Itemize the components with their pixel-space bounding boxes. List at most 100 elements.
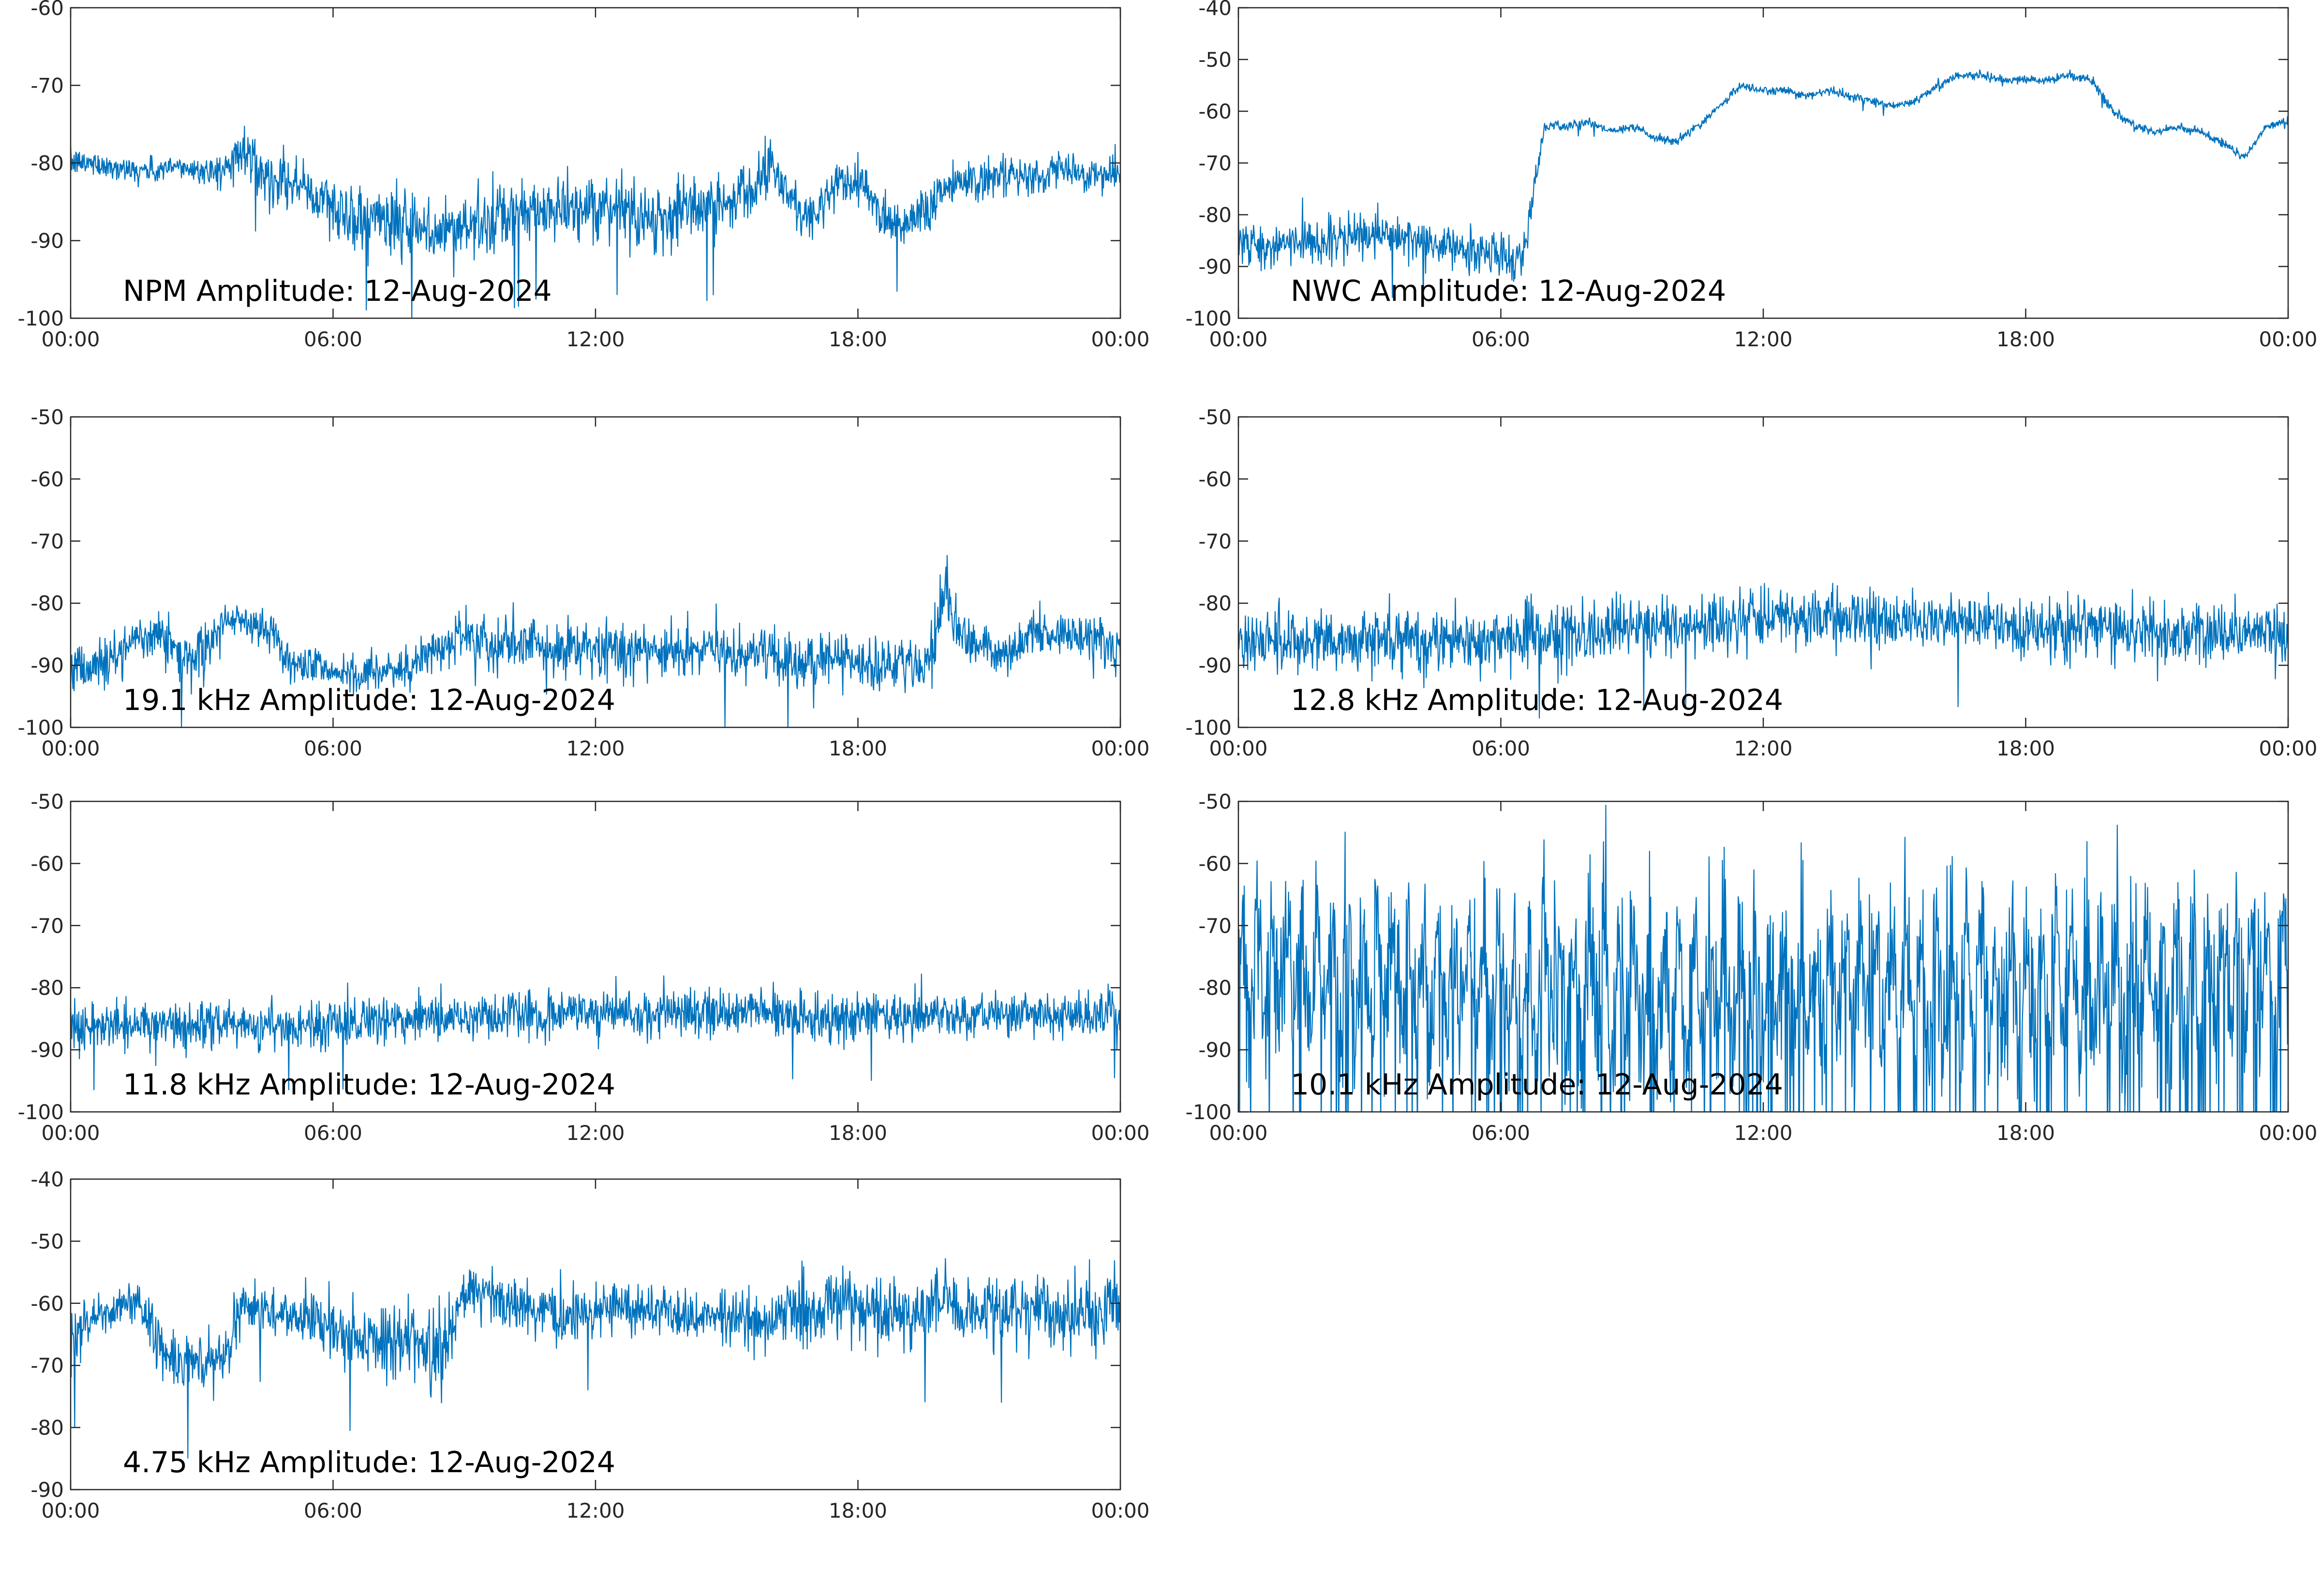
y-tick-label: -90	[1198, 654, 1232, 678]
x-tick-label: 18:00	[1996, 1121, 2055, 1145]
y-tick-label: -50	[1198, 48, 1232, 72]
amplitude-trace	[1238, 69, 2288, 305]
x-tick-label: 06:00	[1472, 737, 1530, 760]
x-tick-label: 06:00	[304, 737, 362, 760]
y-tick-label: -100	[1186, 307, 1232, 330]
y-tick-label: -80	[30, 976, 64, 1000]
x-tick-label: 06:00	[304, 327, 362, 351]
x-tick-label: 18:00	[1996, 327, 2055, 351]
x-tick-label: 06:00	[304, 1499, 362, 1522]
x-tick-label: 00:00	[1209, 327, 1267, 351]
x-tick-label: 00:00	[1091, 737, 1149, 760]
amplitude-trace	[1238, 583, 2288, 719]
y-tick-label: -90	[30, 1478, 64, 1502]
chart-panel-3: 00:00 06:00 12:00 18:00 00:00 -50 -60 -70 -80 -90…	[18, 405, 1150, 760]
y-tick-label: -80	[1198, 203, 1232, 227]
x-tick-label: 18:00	[829, 1121, 887, 1145]
y-tick-label: -70	[30, 530, 64, 553]
y-tick-label: -90	[30, 1038, 64, 1062]
amplitude-trace	[1238, 805, 2288, 1112]
y-tick-label: -50	[30, 405, 64, 429]
x-tick-label: 12:00	[1734, 1121, 1792, 1145]
x-tick-label: 18:00	[829, 1499, 887, 1522]
amplitude-trace	[71, 555, 1120, 727]
x-tick-label: 12:00	[1734, 327, 1792, 351]
amplitude-trace	[71, 1258, 1120, 1459]
y-tick-label: -80	[30, 151, 64, 175]
y-tick-label: -60	[1198, 467, 1232, 491]
x-tick-label: 18:00	[1996, 737, 2055, 760]
x-tick-label: 00:00	[1209, 737, 1267, 760]
y-tick-label: -90	[30, 229, 64, 253]
x-tick-label: 00:00	[2259, 1121, 2317, 1145]
y-tick-label: -80	[30, 591, 64, 615]
y-tick-label: -60	[1198, 852, 1232, 875]
x-tick-label: 06:00	[1472, 1121, 1530, 1145]
y-tick-label: -40	[1198, 0, 1232, 20]
x-tick-label: 06:00	[1472, 327, 1530, 351]
panel-title: NPM Amplitude: 12-Aug-2024	[123, 274, 552, 308]
y-tick-label: -100	[1186, 716, 1232, 739]
x-tick-label: 00:00	[1209, 1121, 1267, 1145]
y-tick-label: -60	[30, 467, 64, 491]
y-tick-label: -50	[30, 790, 64, 813]
y-tick-label: -60	[30, 0, 64, 20]
y-tick-label: -60	[30, 852, 64, 875]
chart-panel-1: 00:00 06:00 12:00 18:00 00:00 -60 -70 -80 -90 -10…	[18, 0, 1150, 351]
chart-panel-5: 00:00 06:00 12:00 18:00 00:00 -50 -60 -70 -80 -90…	[18, 790, 1150, 1145]
panel-title: 10.1 kHz Amplitude: 12-Aug-2024	[1291, 1068, 1783, 1102]
x-tick-label: 12:00	[1734, 737, 1792, 760]
x-tick-label: 18:00	[829, 327, 887, 351]
y-tick-label: -80	[1198, 591, 1232, 615]
y-tick-label: -70	[30, 914, 64, 938]
chart-panel-2: 00:00 06:00 12:00 18:00 00:00 -40 -50 -60 -70 -80…	[1186, 0, 2318, 351]
y-tick-label: -70	[30, 1354, 64, 1377]
y-tick-label: -100	[18, 1100, 64, 1124]
y-tick-label: -70	[30, 74, 64, 98]
y-tick-label: -50	[30, 1229, 64, 1253]
x-tick-label: 18:00	[829, 737, 887, 760]
x-tick-label: 00:00	[41, 1499, 100, 1522]
y-tick-label: -100	[1186, 1100, 1232, 1124]
y-tick-label: -90	[30, 654, 64, 678]
x-tick-label: 06:00	[304, 1121, 362, 1145]
y-tick-label: -50	[1198, 405, 1232, 429]
x-tick-label: 00:00	[1091, 1121, 1149, 1145]
x-tick-label: 00:00	[41, 327, 100, 351]
y-tick-label: -70	[1198, 530, 1232, 553]
chart-panel-6: 00:00 06:00 12:00 18:00 00:00 -50 -60 -70 -80 -90…	[1186, 790, 2318, 1145]
y-tick-label: -80	[30, 1416, 64, 1440]
y-tick-label: -90	[1198, 1038, 1232, 1062]
y-tick-label: -100	[18, 716, 64, 739]
x-tick-label: 00:00	[41, 1121, 100, 1145]
x-tick-label: 12:00	[566, 327, 625, 351]
y-tick-label: -50	[1198, 790, 1232, 813]
x-tick-label: 00:00	[2259, 327, 2317, 351]
panel-title: 4.75 kHz Amplitude: 12-Aug-2024	[123, 1446, 615, 1479]
x-tick-label: 00:00	[1091, 327, 1149, 351]
y-tick-label: -70	[1198, 151, 1232, 175]
y-tick-label: -90	[1198, 255, 1232, 279]
panel-title: 12.8 kHz Amplitude: 12-Aug-2024	[1291, 683, 1783, 717]
chart-panel-7: 00:00 06:00 12:00 18:00 00:00 -40 -50 -60 -70 -80…	[30, 1167, 1149, 1522]
y-tick-label: -60	[30, 1292, 64, 1315]
x-tick-label: 00:00	[1091, 1499, 1149, 1522]
y-tick-label: -40	[30, 1167, 64, 1191]
x-tick-label: 12:00	[566, 1121, 625, 1145]
panel-title: 11.8 kHz Amplitude: 12-Aug-2024	[123, 1068, 615, 1102]
y-tick-label: -70	[1198, 914, 1232, 938]
x-tick-label: 12:00	[566, 737, 625, 760]
panel-title: NWC Amplitude: 12-Aug-2024	[1291, 274, 1726, 308]
y-tick-label: -80	[1198, 976, 1232, 1000]
chart-panel-4: 00:00 06:00 12:00 18:00 00:00 -50 -60 -70 -80 -90…	[1186, 405, 2318, 760]
amplitude-trace	[71, 126, 1120, 318]
x-tick-label: 00:00	[41, 737, 100, 760]
x-tick-label: 12:00	[566, 1499, 625, 1522]
x-tick-label: 00:00	[2259, 737, 2317, 760]
y-tick-label: -60	[1198, 100, 1232, 123]
panel-title: 19.1 kHz Amplitude: 12-Aug-2024	[123, 683, 615, 717]
y-tick-label: -100	[18, 307, 64, 330]
amplitude-trace	[71, 974, 1120, 1091]
